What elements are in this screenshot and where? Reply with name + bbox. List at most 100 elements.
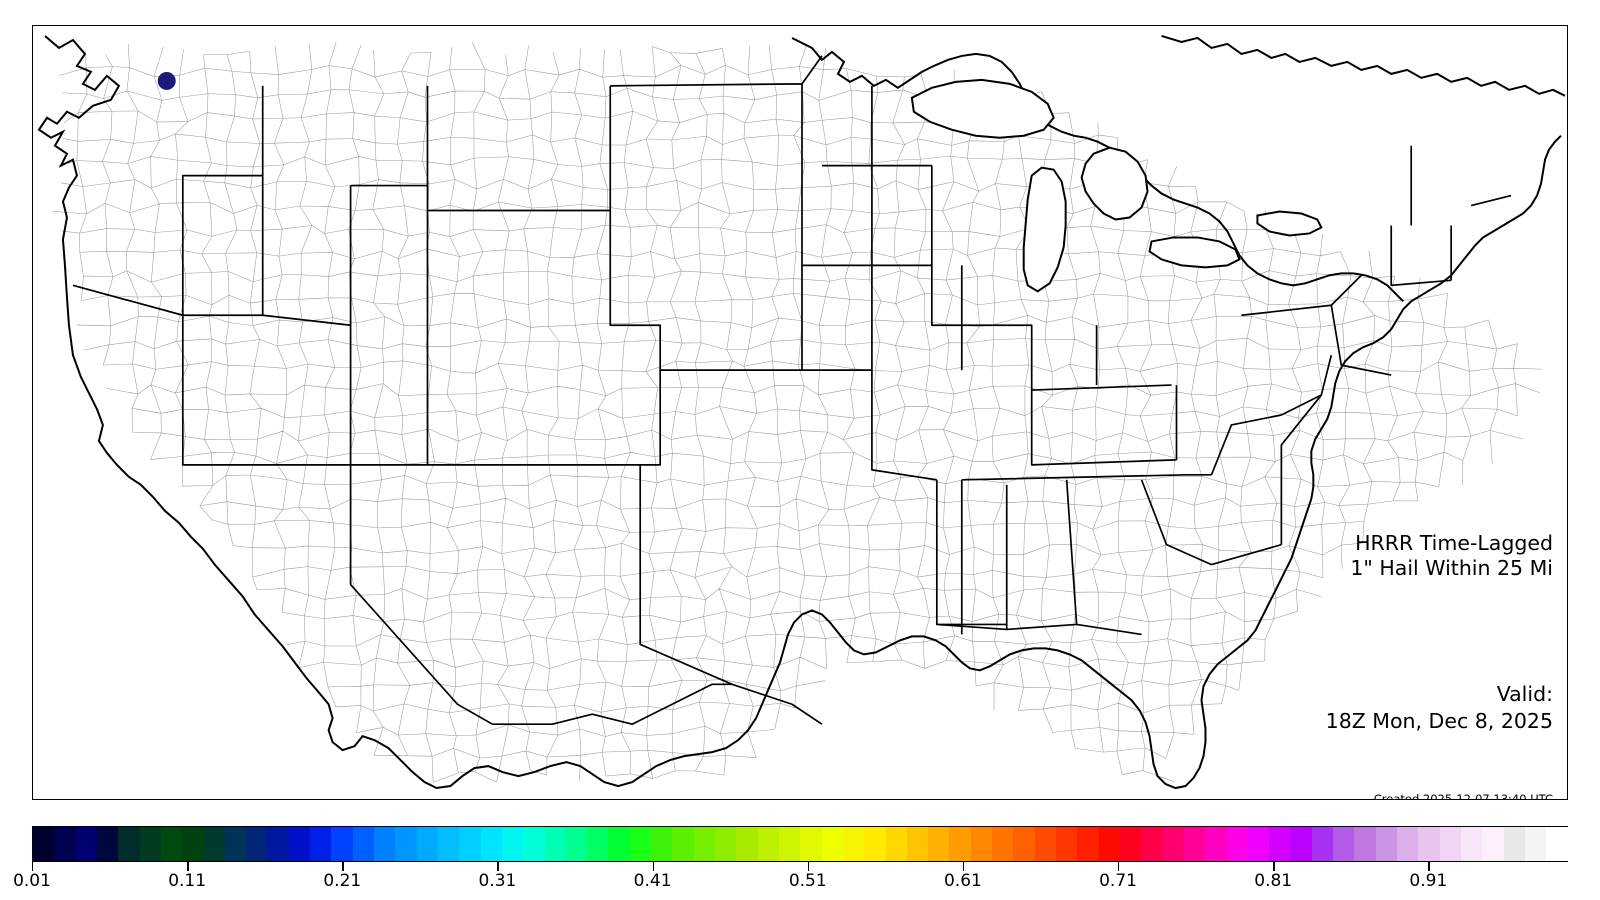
- colorbar-swatch: [1375, 827, 1397, 861]
- colorbar-tick-label: 0.61: [943, 871, 982, 891]
- colorbar-swatch: [1482, 827, 1504, 861]
- colorbar-swatch: [437, 827, 460, 861]
- colorbar-swatch: [160, 827, 183, 861]
- colorbar-swatch: [224, 827, 247, 861]
- colorbar-swatch: [96, 827, 119, 861]
- colorbar-swatch: [1205, 827, 1227, 861]
- colorbar-swatch: [1439, 827, 1461, 861]
- colorbar-swatch: [842, 827, 865, 861]
- colorbar-swatch: [1333, 827, 1355, 861]
- valid-time: 18Z Mon, Dec 8, 2025: [1325, 709, 1553, 733]
- colorbar-swatch: [1546, 827, 1568, 861]
- colorbar-tick: [342, 862, 344, 871]
- colorbar-swatch: [374, 827, 396, 861]
- product-title: HRRR Time-Lagged 1" Hail Within 25 Mi: [1350, 531, 1553, 581]
- colorbar-tick: [32, 862, 34, 871]
- colorbar-swatch: [1013, 827, 1035, 861]
- colorbar-swatch: [1524, 827, 1547, 861]
- colorbar-tick: [962, 862, 965, 871]
- colorbar-swatch: [1418, 827, 1440, 861]
- colorbar-tick-label: 0.91: [1409, 871, 1448, 891]
- colorbar-swatch: [544, 827, 566, 861]
- colorbar-tick-label: 0.01: [13, 871, 51, 891]
- colorbar-tick: [652, 862, 654, 871]
- colorbar-swatch: [800, 827, 822, 861]
- colorbar-swatch: [480, 827, 502, 861]
- state-boundary-lines: [72, 55, 1512, 726]
- colorbar-swatch: [246, 827, 268, 861]
- colorbar-swatch: [33, 827, 55, 861]
- colorbar-swatch: [1397, 827, 1419, 861]
- colorbar-swatch: [906, 827, 929, 861]
- product-title-line2: 1" Hail Within 25 Mi: [1350, 556, 1553, 580]
- colorbar-swatch: [267, 827, 289, 861]
- colorbar-swatch: [1290, 827, 1312, 861]
- colorbar-swatch: [885, 827, 907, 861]
- colorbar-swatch: [288, 827, 311, 861]
- colorbar-swatch: [395, 827, 417, 861]
- colorbar-swatch: [1034, 827, 1056, 861]
- colorbar-tick-labels: 0.01 0.11 0.21 0.31 0.41 0.51 0.61 0.71 0.81 0.91: [13, 871, 1568, 897]
- valid-time-block: Valid: 18Z Mon, Dec 8, 2025: [1326, 681, 1553, 735]
- created-timestamp: Created 2025-12-07 13:40 UTC: [1373, 792, 1553, 800]
- state-boundaries-layer: [72, 55, 1512, 726]
- colorbar-swatch: [1354, 827, 1376, 861]
- colorbar-legend: 0.01 0.11 0.21 0.31 0.41 0.51 0.61 0.71 0.81 0.91: [13, 826, 1568, 891]
- colorbar-swatch: [1098, 827, 1120, 861]
- colorbar-tick-label: 0.81: [1254, 871, 1293, 891]
- colorbar-swatch: [629, 827, 652, 861]
- valid-label: Valid:: [1496, 682, 1553, 706]
- colorbar-swatch: [1162, 827, 1184, 861]
- colorbar-swatch: [693, 827, 715, 861]
- colorbar-swatch: [1503, 827, 1525, 861]
- colorbar-swatch: [310, 827, 332, 861]
- colorbar-swatch: [864, 827, 886, 861]
- colorbar-tick-label: 0.21: [323, 871, 362, 891]
- colorbar-swatch: [139, 827, 161, 861]
- colorbar-swatch: [1247, 827, 1270, 861]
- colorbar-swatch: [523, 827, 545, 861]
- colorbar-swatch: [1077, 827, 1099, 861]
- colorbar-swatch: [1119, 827, 1142, 861]
- county-lines-layer: [51, 42, 1542, 783]
- map-panel: HRRR Time-Lagged 1" Hail Within 25 Mi Val…: [32, 25, 1568, 800]
- probability-contour: [157, 71, 176, 90]
- hail-probability-area: [157, 71, 176, 90]
- colorbar-tick: [1118, 862, 1120, 871]
- colorbar-tick-label: 0.31: [478, 871, 517, 891]
- colorbar-swatch: [1460, 827, 1483, 861]
- colorbar-tick: [1428, 862, 1430, 871]
- colorbar-tick-label: 0.41: [633, 871, 672, 891]
- coastline-layer: [37, 35, 1566, 790]
- colorbar-swatch: [203, 827, 225, 861]
- colorbar-swatch: [331, 827, 353, 861]
- colorbar-swatch: [821, 827, 843, 861]
- colorbar-ticks: [32, 862, 1568, 872]
- hail-probability-layer: [157, 71, 176, 90]
- colorbar-swatch: [928, 827, 950, 861]
- colorbar-swatch: [118, 827, 140, 861]
- colorbar-tick: [1273, 862, 1275, 871]
- colorbar-swatch: [352, 827, 374, 861]
- colorbar-swatch: [182, 827, 204, 861]
- colorbar-tick: [807, 862, 810, 871]
- colorbar-tick-label: 0.71: [1099, 871, 1137, 891]
- colorbar-swatch: [757, 827, 779, 861]
- colorbar-swatch: [416, 827, 438, 861]
- colorbar-swatch: [501, 827, 524, 861]
- colorbar-tick: [497, 862, 499, 871]
- colorbar-swatch: [459, 827, 481, 861]
- colorbar-swatch: [1226, 827, 1248, 861]
- colorbar-tick: [187, 862, 189, 871]
- colorbar-swatch: [1056, 827, 1078, 861]
- colorbar-swatch: [1183, 827, 1206, 861]
- conus-map: [37, 35, 1566, 790]
- colorbar-swatch: [75, 827, 97, 861]
- county-mesh: [51, 42, 1542, 783]
- great-lakes-layer: [910, 78, 1323, 293]
- colorbar-gradient: [32, 826, 1568, 862]
- colorbar-swatch: [587, 827, 609, 861]
- colorbar-swatch: [778, 827, 801, 861]
- product-title-line1: HRRR Time-Lagged: [1355, 531, 1553, 555]
